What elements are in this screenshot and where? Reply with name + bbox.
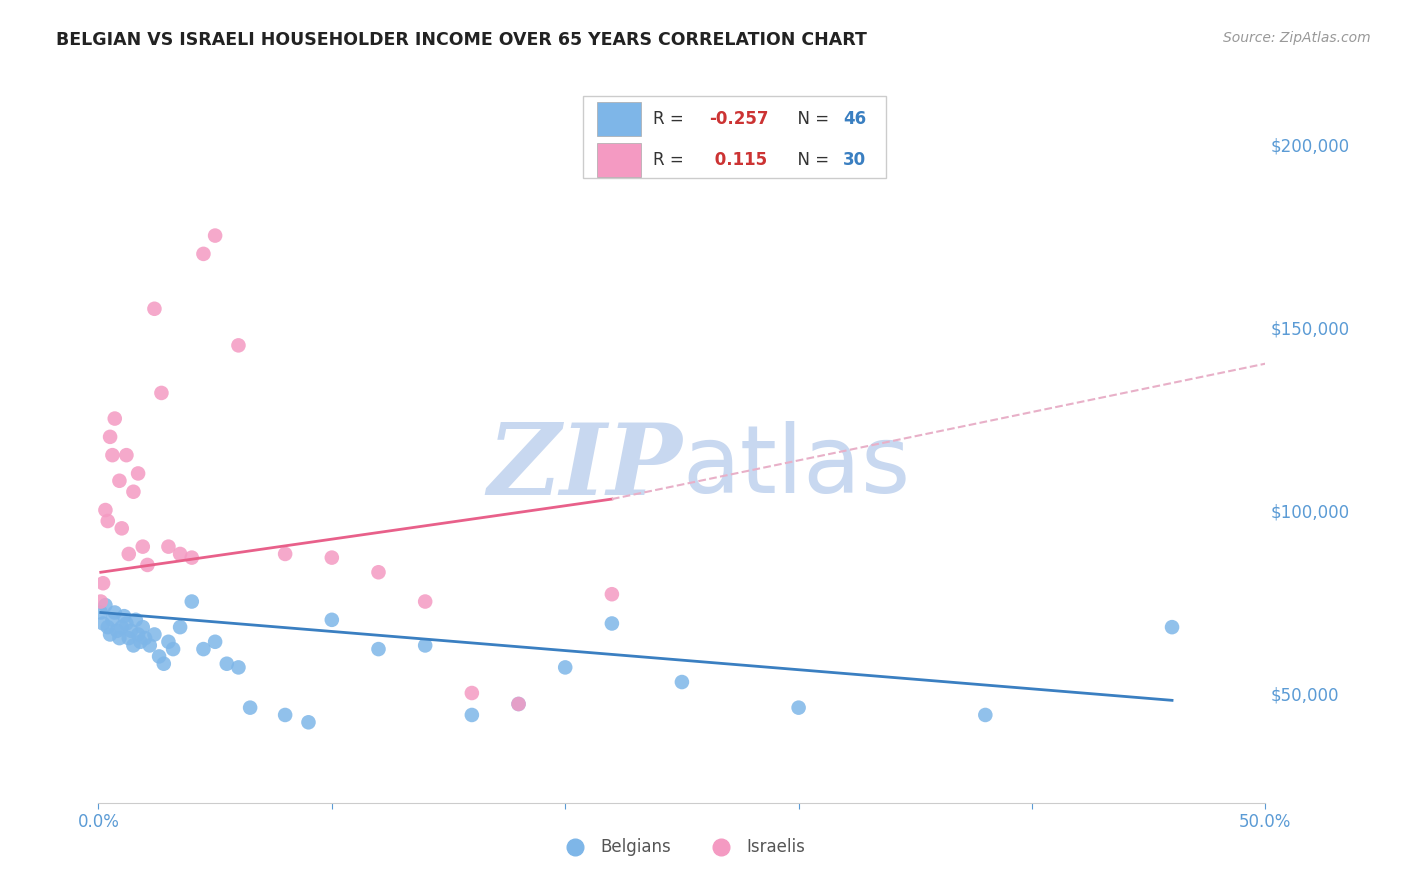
- Point: [132, 540, 155, 554]
- Point: [111, 620, 134, 634]
- Point: [90, 594, 112, 608]
- Text: ZIP: ZIP: [486, 419, 682, 516]
- Point: [122, 639, 145, 653]
- Point: [118, 547, 141, 561]
- Point: [600, 616, 623, 631]
- Point: [671, 675, 693, 690]
- Point: [274, 547, 297, 561]
- Point: [132, 620, 155, 634]
- Point: [228, 660, 250, 674]
- Text: 46: 46: [844, 111, 866, 128]
- Point: [115, 616, 138, 631]
- Point: [115, 448, 138, 462]
- Point: [157, 634, 180, 648]
- Text: Source: ZipAtlas.com: Source: ZipAtlas.com: [1223, 31, 1371, 45]
- Point: [98, 627, 121, 641]
- Point: [108, 474, 131, 488]
- Text: N =: N =: [787, 111, 834, 128]
- Point: [204, 228, 226, 243]
- FancyBboxPatch shape: [582, 96, 886, 178]
- FancyBboxPatch shape: [596, 103, 641, 136]
- Text: 30: 30: [844, 152, 866, 169]
- Point: [787, 700, 810, 714]
- Point: [228, 338, 250, 352]
- Text: 0.115: 0.115: [709, 152, 766, 169]
- Point: [204, 634, 226, 648]
- Point: [104, 606, 127, 620]
- Text: BELGIAN VS ISRAELI HOUSEHOLDER INCOME OVER 65 YEARS CORRELATION CHART: BELGIAN VS ISRAELI HOUSEHOLDER INCOME OV…: [56, 31, 868, 49]
- Point: [508, 697, 530, 711]
- Point: [150, 386, 173, 401]
- Point: [508, 697, 530, 711]
- Point: [98, 430, 121, 444]
- Point: [108, 631, 131, 645]
- Point: [112, 609, 135, 624]
- FancyBboxPatch shape: [596, 144, 641, 178]
- Point: [134, 631, 156, 645]
- Legend: Belgians, Israelis: Belgians, Israelis: [553, 831, 811, 863]
- Point: [94, 598, 117, 612]
- Point: [125, 613, 148, 627]
- Point: [143, 627, 166, 641]
- Point: [274, 708, 297, 723]
- Point: [148, 649, 170, 664]
- Point: [120, 624, 142, 638]
- Point: [157, 540, 180, 554]
- Point: [321, 550, 343, 565]
- Point: [136, 558, 159, 572]
- Point: [367, 642, 389, 657]
- Point: [554, 660, 576, 674]
- Point: [143, 301, 166, 316]
- Point: [193, 247, 215, 261]
- Point: [152, 657, 174, 671]
- Point: [91, 576, 114, 591]
- Point: [321, 613, 343, 627]
- Point: [180, 550, 202, 565]
- Point: [122, 484, 145, 499]
- Text: R =: R =: [652, 111, 689, 128]
- Point: [91, 616, 114, 631]
- Point: [600, 587, 623, 601]
- Point: [239, 700, 262, 714]
- Point: [413, 594, 436, 608]
- Point: [97, 620, 120, 634]
- Point: [129, 634, 152, 648]
- Point: [118, 631, 141, 645]
- Point: [193, 642, 215, 657]
- Point: [105, 624, 128, 638]
- Point: [413, 639, 436, 653]
- Point: [974, 708, 997, 723]
- Point: [94, 503, 117, 517]
- Text: atlas: atlas: [682, 421, 910, 514]
- Point: [101, 613, 124, 627]
- Point: [101, 448, 124, 462]
- Point: [180, 594, 202, 608]
- Text: -0.257: -0.257: [709, 111, 768, 128]
- Point: [90, 606, 112, 620]
- Point: [367, 566, 389, 580]
- Point: [162, 642, 184, 657]
- Point: [1161, 620, 1184, 634]
- Point: [215, 657, 238, 671]
- Point: [111, 521, 134, 535]
- Text: R =: R =: [652, 152, 699, 169]
- Point: [127, 467, 149, 481]
- Point: [97, 514, 120, 528]
- Point: [461, 686, 484, 700]
- Point: [461, 708, 484, 723]
- Point: [297, 715, 319, 730]
- Point: [169, 620, 191, 634]
- Text: N =: N =: [787, 152, 834, 169]
- Point: [169, 547, 191, 561]
- Point: [139, 639, 162, 653]
- Point: [127, 627, 149, 641]
- Point: [104, 411, 127, 425]
